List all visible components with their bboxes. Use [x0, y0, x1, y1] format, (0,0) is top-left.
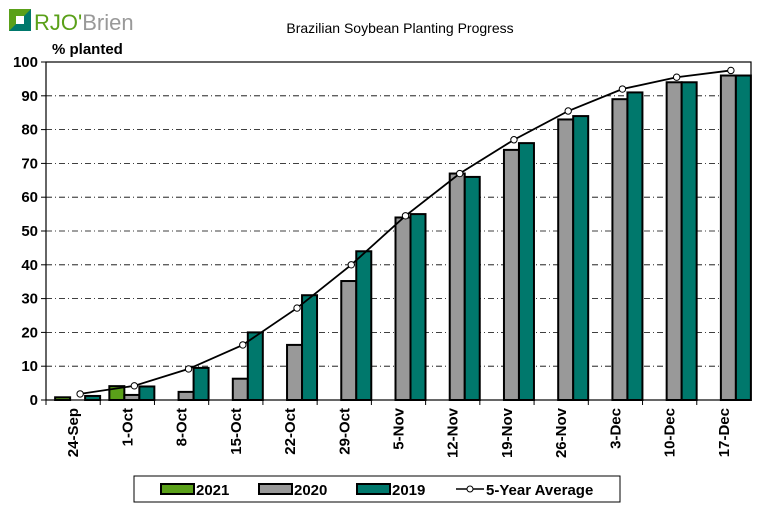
bar-2019-17-Dec	[734, 74, 752, 402]
logo: RJO'Brien	[9, 9, 134, 35]
marker-5yr-15-Oct	[239, 341, 247, 349]
y-tick-label: 40	[21, 257, 38, 274]
bar-2020-26-Nov	[557, 118, 575, 402]
bar-2019-19-Nov	[517, 142, 535, 401]
bar-2019-22-Oct	[301, 294, 319, 401]
marker-5yr-19-Nov	[510, 136, 518, 144]
y-tick-label: 20	[21, 324, 38, 341]
marker-5yr-26-Nov	[564, 107, 572, 115]
y-tick-label: 100	[13, 54, 38, 71]
legend-label-2019: 2019	[392, 482, 425, 499]
y-axis-label: % planted	[52, 41, 123, 58]
x-tick-label: 8-Oct	[174, 408, 191, 446]
marker-5yr-8-Oct	[184, 365, 193, 373]
marker-5yr-1-Oct	[130, 382, 139, 390]
bar-2020-8-Oct	[177, 390, 195, 402]
bar-2020-19-Nov	[502, 148, 520, 401]
y-tick-label: 30	[21, 291, 38, 308]
marker-5yr-17-Dec	[727, 66, 735, 75]
x-tick-label: 17-Dec	[716, 408, 733, 457]
x-tick-label: 3-Dec	[607, 408, 624, 449]
legend: 2021 2020 2019 5-Year Average	[133, 475, 621, 503]
y-tick-label: 50	[21, 223, 38, 240]
y-tick-label: 60	[21, 189, 38, 206]
x-tick-label: 12-Nov	[445, 407, 462, 458]
x-tick-label: 22-Oct	[282, 408, 299, 455]
bar-2020-17-Dec	[719, 74, 737, 402]
y-tick-label: 80	[21, 122, 38, 139]
legend-marker-5yr	[466, 485, 474, 493]
bar-2019-1-Oct	[138, 385, 156, 402]
legend-swatch-2019	[356, 483, 391, 495]
bar-2019-15-Oct	[246, 331, 264, 401]
marker-5yr-12-Nov	[456, 169, 464, 178]
bar-2019-5-Nov	[409, 213, 427, 401]
x-tick-label: 29-Oct	[336, 408, 353, 455]
bar-2020-22-Oct	[286, 343, 304, 402]
x-tick-label: 5-Nov	[391, 407, 408, 449]
legend-swatch-2021	[160, 483, 195, 495]
bar-2020-15-Oct	[231, 377, 249, 401]
marker-5yr-29-Oct	[347, 261, 355, 269]
bar-2019-8-Oct	[192, 366, 210, 402]
bar-2020-3-Dec	[611, 98, 629, 402]
x-tick-label: 24-Sep	[65, 408, 82, 457]
legend-label-5yr: 5-Year Average	[486, 482, 593, 499]
legend-label-2021: 2021	[196, 482, 229, 499]
chart-title: Brazilian Soybean Planting Progress	[286, 20, 513, 36]
y-tick-label: 90	[21, 88, 38, 105]
logo-mark-square	[16, 16, 24, 24]
bar-2019-26-Nov	[572, 115, 590, 402]
bar-2019-24-Sep	[84, 394, 102, 401]
y-tick-label: 10	[21, 358, 38, 375]
x-tick-label: 10-Dec	[662, 408, 679, 457]
marker-5yr-5-Nov	[401, 212, 410, 220]
bar-2019-12-Nov	[463, 175, 481, 401]
marker-5yr-24-Sep	[76, 390, 84, 398]
bar-2020-12-Nov	[448, 172, 466, 401]
bar-2020-5-Nov	[394, 216, 412, 401]
bar-2019-10-Dec	[680, 81, 698, 401]
bar-2019-3-Dec	[626, 91, 644, 401]
x-tick-label: 15-Oct	[228, 408, 245, 455]
marker-5yr-10-Dec	[672, 73, 681, 81]
logo-text: RJO'Brien	[34, 10, 134, 35]
y-tick-label: 0	[30, 392, 38, 409]
x-tick-label: 1-Oct	[119, 408, 136, 446]
legend-swatch-2020	[258, 483, 293, 495]
bar-2020-29-Oct	[340, 280, 358, 401]
bar-2019-29-Oct	[355, 250, 373, 401]
bar-2020-1-Oct	[123, 393, 141, 401]
x-tick-label: 26-Nov	[553, 407, 570, 458]
x-tick-label: 19-Nov	[499, 407, 516, 458]
legend-label-2020: 2020	[294, 482, 327, 499]
y-tick-label: 70	[21, 155, 38, 172]
marker-5yr-22-Oct	[293, 304, 301, 312]
bar-2020-10-Dec	[665, 81, 683, 401]
marker-5yr-3-Dec	[618, 85, 627, 93]
